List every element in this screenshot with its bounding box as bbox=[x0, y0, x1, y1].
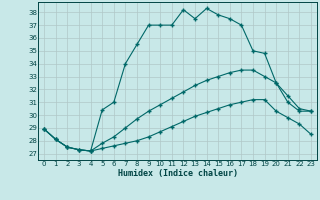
X-axis label: Humidex (Indice chaleur): Humidex (Indice chaleur) bbox=[118, 169, 238, 178]
